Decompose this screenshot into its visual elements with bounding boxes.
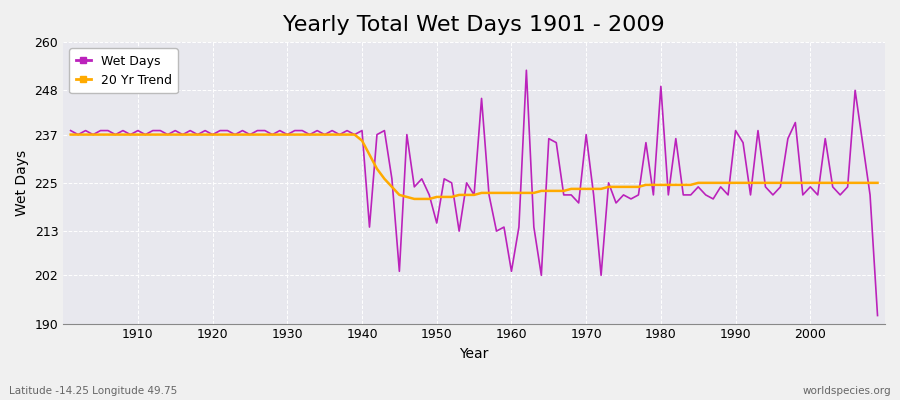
Wet Days [521,68,532,73]
20 Yr Trend [409,196,419,201]
Wet Days [65,128,76,133]
Wet Days [499,225,509,230]
20 Yr Trend [125,132,136,137]
Wet Days [334,132,345,137]
20 Yr Trend [603,184,614,189]
Title: Yearly Total Wet Days 1901 - 2009: Yearly Total Wet Days 1901 - 2009 [284,15,665,35]
Wet Days [125,132,136,137]
Line: Wet Days: Wet Days [70,70,878,316]
20 Yr Trend [506,190,517,195]
Text: Latitude -14.25 Longitude 49.75: Latitude -14.25 Longitude 49.75 [9,386,177,396]
Wet Days [290,128,301,133]
Legend: Wet Days, 20 Yr Trend: Wet Days, 20 Yr Trend [69,48,178,93]
Line: 20 Yr Trend: 20 Yr Trend [70,134,878,199]
20 Yr Trend [872,180,883,185]
20 Yr Trend [65,132,76,137]
20 Yr Trend [514,190,525,195]
Wet Days [872,313,883,318]
Wet Days [603,180,614,185]
Y-axis label: Wet Days: Wet Days [15,150,29,216]
Wet Days [506,269,517,274]
20 Yr Trend [334,132,345,137]
X-axis label: Year: Year [459,347,489,361]
Text: worldspecies.org: worldspecies.org [803,386,891,396]
20 Yr Trend [290,132,301,137]
